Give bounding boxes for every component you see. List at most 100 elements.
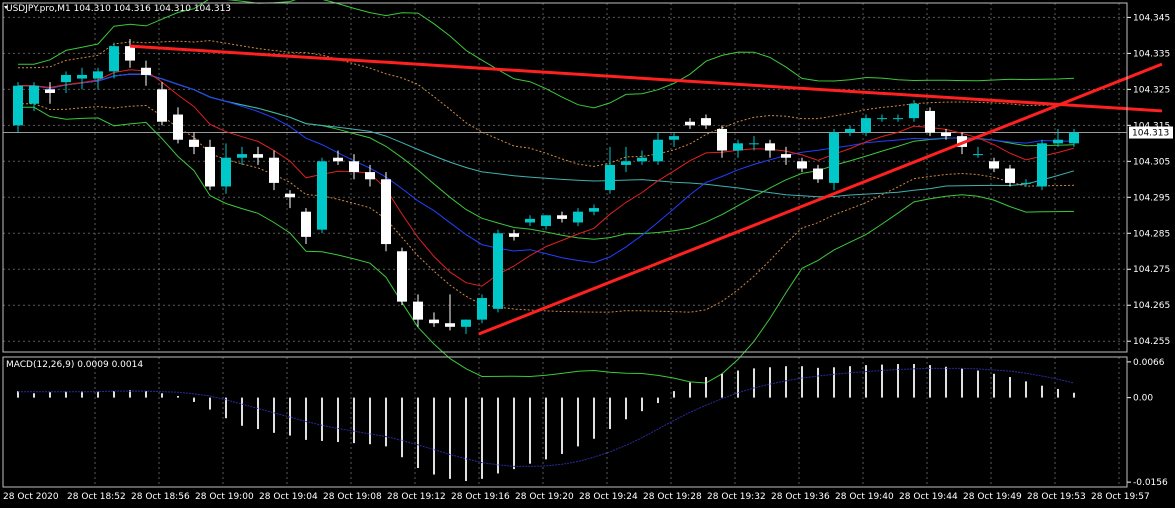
y-tick-label: 104.305: [1133, 157, 1170, 167]
candle-body: [445, 323, 455, 327]
x-tick-label: 28 Oct 18:52: [67, 492, 126, 502]
y-tick-label: 104.345: [1133, 13, 1170, 23]
candle-body: [365, 172, 375, 180]
candle-body: [573, 211, 583, 223]
indicator-layer: [18, 0, 1075, 384]
trendline-support: [478, 62, 1163, 336]
candle-body: [621, 161, 631, 165]
bollinger-upper-line: [18, 0, 1075, 109]
candle-body: [1021, 182, 1031, 184]
candle-body: [1005, 168, 1015, 183]
candle-body: [1037, 143, 1047, 187]
y-tick-label: 104.325: [1133, 85, 1170, 95]
x-tick-label: 28 Oct 2020: [3, 492, 59, 502]
candle-body: [45, 89, 55, 93]
candle-body: [717, 128, 727, 151]
candle-body: [13, 85, 23, 126]
x-tick-label: 28 Oct 19:20: [515, 492, 574, 502]
x-tick-label: 28 Oct 19:08: [323, 492, 382, 502]
candle-body: [109, 46, 119, 72]
x-tick-label: 28 Oct 19:57: [1091, 492, 1150, 502]
candle-body: [285, 193, 295, 198]
candle-body: [525, 218, 535, 223]
y-tick-label: 104.335: [1133, 49, 1170, 59]
candle-body: [605, 164, 615, 191]
candle-body: [141, 67, 151, 75]
candle-body: [381, 179, 391, 245]
candle-body: [669, 136, 679, 140]
candle-body: [93, 71, 103, 79]
x-tick-label: 28 Oct 19:32: [707, 492, 766, 502]
candle-body: [861, 118, 871, 133]
candle-body: [925, 110, 935, 133]
candle-body: [733, 143, 743, 151]
candle-body: [1069, 132, 1079, 144]
candle-body: [333, 157, 343, 162]
candle-body: [909, 103, 919, 119]
x-tick-label: 28 Oct 19:36: [771, 492, 830, 502]
candle-body: [477, 298, 487, 320]
candle-body: [877, 118, 887, 120]
candle-body: [637, 157, 647, 162]
candle-body: [221, 157, 231, 187]
candle-body: [813, 168, 823, 180]
trendline-layer: [129, 44, 1163, 336]
candle-body: [269, 157, 279, 183]
candle-body: [589, 208, 599, 212]
y-tick-label: 104.285: [1133, 229, 1170, 239]
candle-body: [541, 215, 551, 227]
x-tick-label: 28 Oct 19:49: [963, 492, 1022, 502]
candle-body: [845, 128, 855, 133]
macd-panel-frame: [2, 356, 1128, 488]
blue-ma-line: [18, 73, 1075, 264]
current-price-tag-bg: [1129, 126, 1173, 139]
candle-body: [413, 301, 423, 320]
x-tick-label: 28 Oct 19:16: [451, 492, 510, 502]
candle-body: [701, 118, 711, 126]
macd-y-tick-label: 0.0066: [1133, 358, 1165, 368]
candle-body: [765, 143, 775, 151]
orange-dotted-envelope-top: [18, 40, 1075, 167]
candle-body: [349, 161, 359, 173]
candle-body: [989, 161, 999, 169]
macd-layer: [17, 364, 1075, 482]
candle-body: [77, 74, 87, 79]
y-tick-label: 104.315: [1133, 121, 1170, 131]
x-tick-label: 28 Oct 19:04: [259, 492, 318, 502]
candle-body: [941, 132, 951, 137]
bollinger-lower-line: [18, 106, 1075, 384]
x-tick-label: 28 Oct 19:53: [1027, 492, 1086, 502]
x-tick-label: 28 Oct 18:56: [131, 492, 190, 502]
candle-body: [957, 136, 967, 147]
candle-body: [429, 319, 439, 324]
y-tick-label: 104.275: [1133, 265, 1170, 275]
y-tick-label: 104.255: [1133, 337, 1170, 347]
candle-body: [781, 154, 791, 158]
candle-body: [397, 251, 407, 302]
candle-body: [557, 215, 567, 219]
symbol-header: USDJPY.pro,M1 104.310 104.316 104.310 10…: [6, 4, 231, 14]
x-tick-label: 28 Oct 19:44: [899, 492, 958, 502]
candle-body: [125, 46, 135, 61]
macd-y-tick-label: -0.0156: [1133, 478, 1168, 488]
candle-body: [29, 85, 39, 104]
x-tick-label: 28 Oct 19:00: [195, 492, 254, 502]
candle-body: [461, 319, 471, 327]
trendline-resistance: [129, 44, 1163, 113]
candle-body: [509, 233, 519, 237]
candle-body: [893, 118, 903, 120]
candle-body: [61, 74, 71, 83]
candle-body: [685, 121, 695, 126]
x-tick-label: 28 Oct 19:12: [387, 492, 446, 502]
candle-layer: [13, 38, 1079, 335]
grid-layer: [3, 3, 1127, 487]
price-panel-frame: [2, 2, 1128, 353]
candle-body: [493, 233, 503, 309]
candle-body: [157, 89, 167, 122]
candle-body: [189, 139, 199, 147]
candle-body: [1053, 139, 1063, 144]
bollinger-mid-line: [18, 73, 1075, 240]
candle-body: [205, 146, 215, 187]
x-tick-label: 28 Oct 19:28: [643, 492, 702, 502]
